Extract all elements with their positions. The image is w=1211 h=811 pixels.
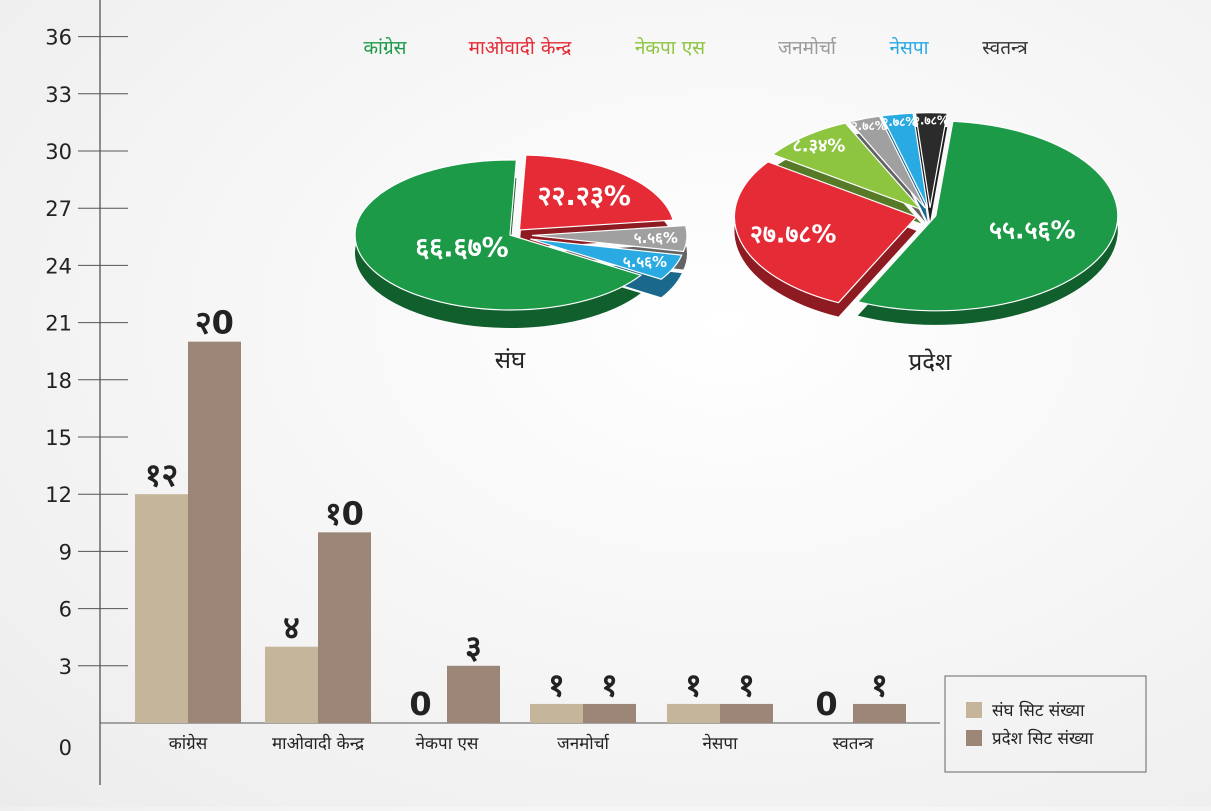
y-tick-label: 33 [45,83,72,107]
bar-value-label: 0 [815,685,837,723]
pie-legend: कांग्रेस माओवादी केन्द्र नेकपा एस जनमोर्चा न… [363,36,1028,59]
bar [667,703,720,723]
x-category-label: स्वतन्त्र [833,734,874,754]
y-tick-label: 6 [59,598,72,622]
pie-slice-label: ५.५६% [634,229,678,247]
pie-legend-item: माओवादी केन्द्र [469,36,573,59]
bar-legend: संघ सिट संख्या प्रदेश सिट संख्या [944,675,1147,773]
bar [447,665,500,723]
bar [135,494,188,723]
pie-chart: ५५.५६%२७.७८%८.३४%२.७८%२.७८%२.७८%प्रदेश [733,112,1119,376]
bar [318,532,371,723]
bar-value-label: १ [685,666,702,704]
pie-slice [518,154,674,231]
bar-chart: 0369121518212427303336१२२0कांग्रेस४१0माओ… [45,0,940,785]
legend-box [944,675,1147,773]
bar-value-label: १ [548,666,565,704]
legend-swatch [966,702,982,718]
pie-slice [848,115,926,209]
legend-label: प्रदेश सिट संख्या [992,728,1094,749]
pie-legend-item: कांग्रेस [363,36,407,59]
bar-value-label: १ [601,666,618,704]
bar [583,703,636,723]
pie-slice [530,238,683,280]
pie-slice [354,159,643,311]
pie-slice-label: ६६.६७% [415,233,508,264]
pie-slice-label: २२.२३% [537,181,630,212]
pie-title: प्रदेश [909,348,952,376]
legend-swatch [966,730,982,746]
pie-title: संघ [495,346,526,374]
bar-value-label: ३ [465,628,482,666]
pie-slice [771,122,922,210]
y-tick-label: 27 [45,197,72,221]
bar [188,341,241,723]
pie-slice-label: ५५.५६% [989,215,1076,244]
y-tick-label: 9 [59,540,72,564]
pie-slice [733,161,918,304]
y-tick-label: 30 [45,140,72,164]
bar [530,703,583,723]
legend-label: संघ सिट संख्या [992,700,1085,721]
pie-slice [856,120,1119,312]
bar-value-label: १ [871,666,888,704]
bar-value-label: १ [738,666,755,704]
pie-slice-label: ५.५६% [623,253,667,271]
x-category-label: कांग्रेस [169,733,208,754]
pie-chart: ६६.६७%२२.२३%५.५६%५.५६%संघ [354,154,688,374]
pie-legend-item: स्वतन्त्र [982,37,1028,59]
pie-slice [914,112,948,208]
y-tick-label: 36 [45,26,72,50]
y-tick-label: 24 [45,254,72,278]
pie-legend-item: जनमोर्चा [778,36,837,59]
bar-value-label: ४ [283,609,300,647]
y-tick-label: 15 [45,426,72,450]
y-tick-label: 12 [45,483,72,507]
pie-slice-label: ८.३४% [792,135,845,156]
bar [853,703,906,723]
bar-value-label: २0 [195,304,234,342]
x-category-label: नेकपा एस [416,733,479,754]
pie-slice-label: २७.७८% [750,219,837,248]
pie-slice-label: २.७८% [914,113,949,127]
x-category-label: जनमोर्चा [557,733,610,754]
bar-value-label: 0 [409,685,431,723]
x-category-label: माओवादी केन्द्र [272,733,365,754]
pie-slice [531,224,688,253]
y-tick-label: 3 [59,655,72,679]
bar [720,703,773,723]
y-tick-label: 0 [59,736,72,760]
pie-slice [880,112,929,209]
x-category-label: नेसपा [703,733,739,754]
bar-value-label: १२ [145,456,178,494]
y-tick-label: 21 [45,312,72,336]
bar-value-label: १0 [325,494,364,532]
pie-slice-label: २.७८% [882,115,917,129]
bar [265,646,318,723]
y-tick-label: 18 [45,369,72,393]
pie-slice-label: २.७८% [851,119,886,133]
pie-legend-item: नेकपा एस [635,36,706,59]
pie-legend-item: नेसपा [889,36,929,59]
